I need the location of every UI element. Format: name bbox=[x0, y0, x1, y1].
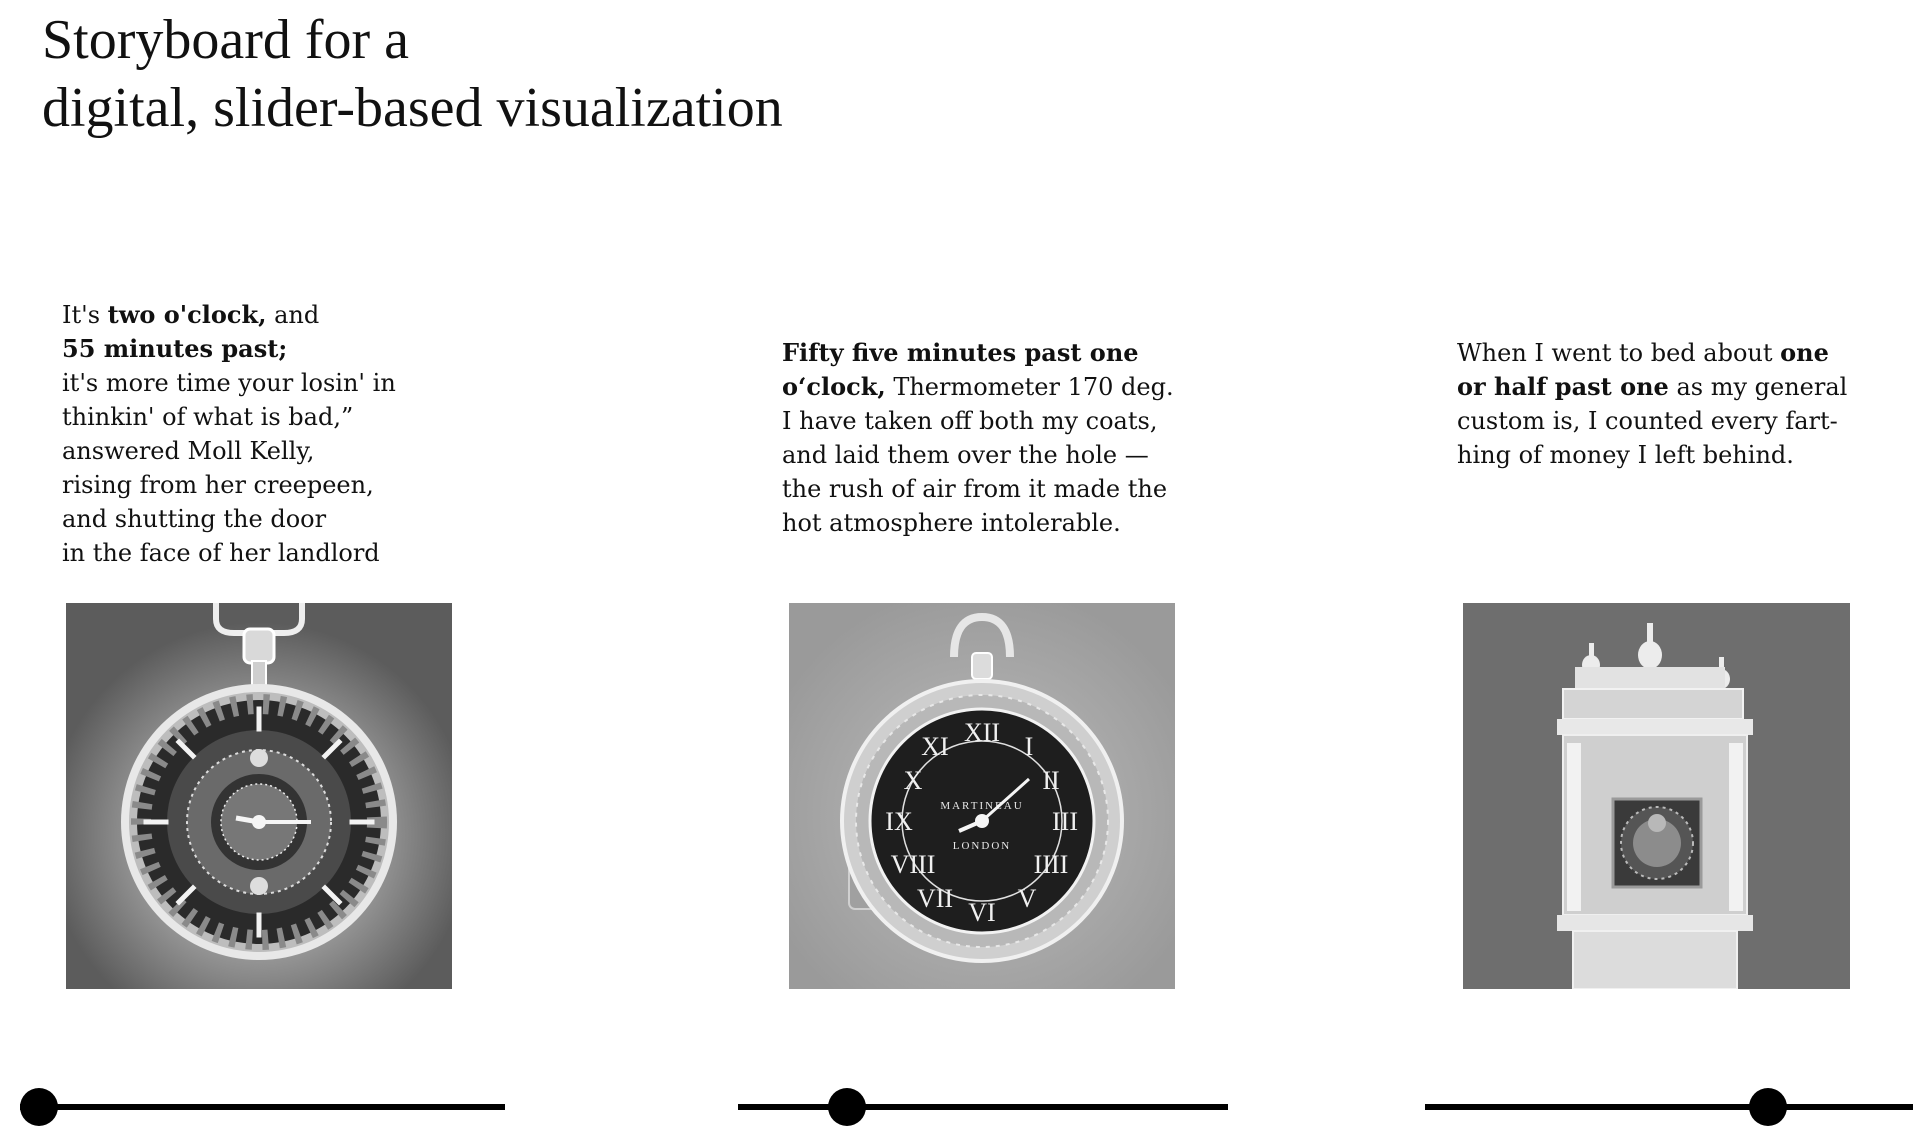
svg-text:IIII: IIII bbox=[1034, 850, 1069, 879]
slider-track[interactable] bbox=[1425, 1104, 1913, 1110]
panel-3-image bbox=[1463, 603, 1850, 989]
caption-line: custom is, I counted every fart- bbox=[1457, 404, 1847, 438]
caption-line: in the face of her landlord bbox=[62, 536, 396, 570]
pocket-watch-illustration: XII VI IX III I II IIII V VII VIII X XI … bbox=[789, 603, 1175, 989]
caption-text: in the face of her landlord bbox=[62, 539, 380, 567]
pocket-watch-illustration bbox=[66, 603, 452, 989]
slider-track[interactable] bbox=[20, 1104, 505, 1110]
caption-text: Thermometer 170 deg. bbox=[885, 373, 1174, 401]
caption-bold-text: Fifty five minutes past one bbox=[782, 338, 1139, 367]
caption-bold-text: or half past one bbox=[1457, 372, 1669, 401]
caption-line: and laid them over the hole — bbox=[782, 438, 1174, 472]
caption-bold-text: two o'clock, bbox=[107, 300, 267, 329]
caption-line: I have taken off both my coats, bbox=[782, 404, 1174, 438]
longcase-clock-illustration bbox=[1463, 603, 1850, 989]
caption-text: hot atmosphere intolerable. bbox=[782, 509, 1121, 537]
caption-text: rising from her creepeen, bbox=[62, 471, 374, 499]
slider-handle[interactable] bbox=[828, 1088, 867, 1126]
svg-text:V: V bbox=[1018, 884, 1037, 913]
caption-text: the rush of air from it made the bbox=[782, 475, 1168, 503]
caption-text: answered Moll Kelly, bbox=[62, 437, 315, 465]
caption-text: thinkin' of what is bad,” bbox=[62, 403, 354, 431]
caption-bold-text: one bbox=[1780, 338, 1829, 367]
slider-handle[interactable] bbox=[1749, 1088, 1787, 1126]
panel-2-image: XII VI IX III I II IIII V VII VIII X XI … bbox=[789, 603, 1175, 989]
caption-line: It's two o'clock, and bbox=[62, 298, 396, 332]
caption-line: and shutting the door bbox=[62, 502, 396, 536]
caption-text: it's more time your losin' in bbox=[62, 369, 396, 397]
caption-text: and laid them over the hole — bbox=[782, 441, 1149, 469]
page-title: Storyboard for a digital, slider-based v… bbox=[42, 6, 783, 142]
slider-handle[interactable] bbox=[20, 1088, 58, 1126]
caption-line: Fifty five minutes past one bbox=[782, 336, 1174, 370]
caption-line: the rush of air from it made the bbox=[782, 472, 1174, 506]
svg-text:XII: XII bbox=[964, 718, 1000, 747]
caption-bold-text: o‘clock, bbox=[782, 372, 886, 401]
caption-line: 55 minutes past; bbox=[62, 332, 396, 366]
panel-3-slider[interactable] bbox=[1425, 1086, 1913, 1126]
caption-text: and shutting the door bbox=[62, 505, 327, 533]
caption-line: or half past one as my general bbox=[1457, 370, 1847, 404]
svg-text:X: X bbox=[904, 766, 923, 795]
caption-line: thinkin' of what is bad,” bbox=[62, 400, 396, 434]
svg-text:III: III bbox=[1052, 807, 1078, 836]
svg-text:I: I bbox=[1025, 732, 1034, 761]
caption-text: as my general bbox=[1668, 373, 1848, 401]
caption-line: rising from her creepeen, bbox=[62, 468, 396, 502]
panel-2-slider[interactable] bbox=[738, 1086, 1228, 1126]
slider-track[interactable] bbox=[738, 1104, 1228, 1110]
caption-line: hot atmosphere intolerable. bbox=[782, 506, 1174, 540]
svg-text:VII: VII bbox=[917, 884, 953, 913]
dial-maker: MARTINEAU bbox=[940, 800, 1023, 812]
panel-1-image bbox=[66, 603, 452, 989]
panel-1-slider[interactable] bbox=[20, 1086, 505, 1126]
svg-text:VIII: VIII bbox=[891, 850, 936, 879]
caption-bold-text: 55 minutes past; bbox=[62, 334, 288, 363]
caption-text: It's bbox=[62, 301, 108, 329]
caption-text: hing of money I left behind. bbox=[1457, 441, 1794, 469]
panel-2-caption: Fifty five minutes past one o‘clock, Ther… bbox=[782, 336, 1174, 540]
caption-line: it's more time your losin' in bbox=[62, 366, 396, 400]
caption-text: When I went to bed about bbox=[1457, 339, 1781, 367]
caption-text: and bbox=[266, 301, 320, 329]
svg-text:IX: IX bbox=[885, 807, 913, 836]
svg-text:VI: VI bbox=[968, 898, 995, 927]
caption-line: When I went to bed about one bbox=[1457, 336, 1847, 370]
title-line-1: Storyboard for a bbox=[42, 9, 410, 71]
caption-text: I have taken off both my coats, bbox=[782, 407, 1158, 435]
caption-line: hing of money I left behind. bbox=[1457, 438, 1847, 472]
svg-text:II: II bbox=[1042, 766, 1059, 795]
panel-1-caption: It's two o'clock, and 55 minutes past; it'… bbox=[62, 298, 396, 570]
dial-place: LONDON bbox=[953, 840, 1011, 852]
caption-line: o‘clock, Thermometer 170 deg. bbox=[782, 370, 1174, 404]
title-line-2: digital, slider-based visualization bbox=[42, 77, 783, 139]
svg-text:XI: XI bbox=[921, 732, 948, 761]
panel-3-caption: When I went to bed about one or half past… bbox=[1457, 336, 1847, 472]
caption-line: answered Moll Kelly, bbox=[62, 434, 396, 468]
caption-text: custom is, I counted every fart- bbox=[1457, 407, 1838, 435]
dial-numerals: XII VI IX III I II IIII V VII VIII X XI bbox=[885, 718, 1078, 927]
